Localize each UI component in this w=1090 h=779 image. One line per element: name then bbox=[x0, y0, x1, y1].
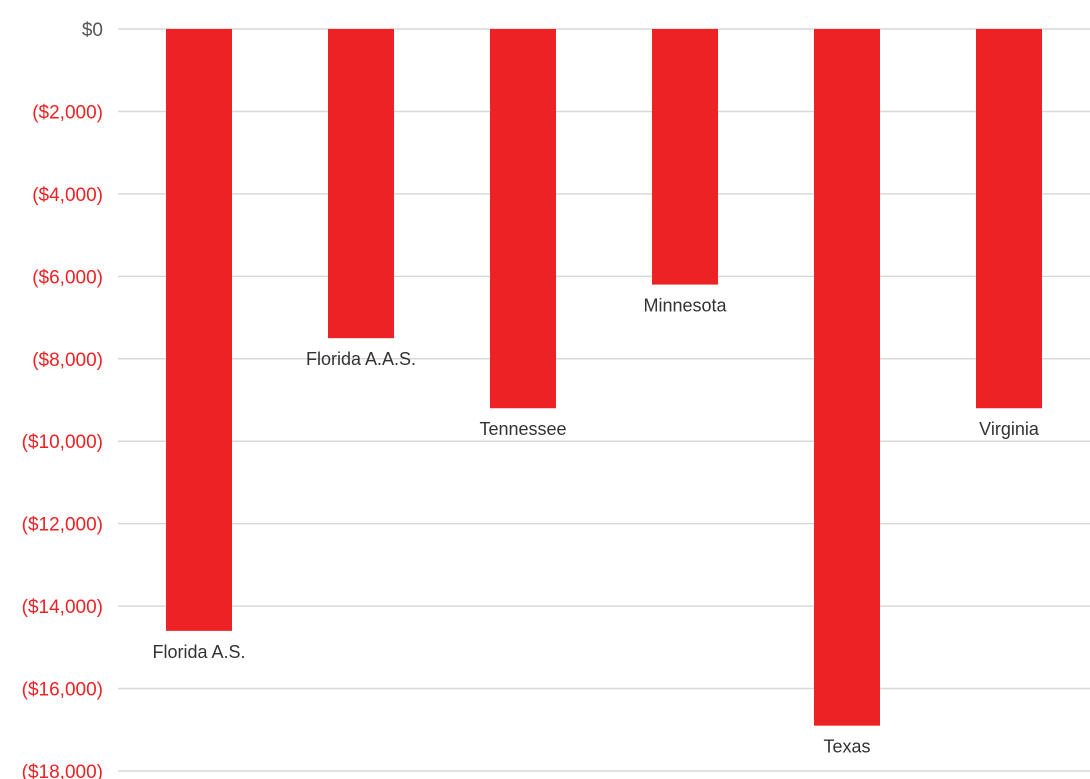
gridlines bbox=[118, 28, 1090, 772]
y-tick-label: ($12,000) bbox=[22, 515, 103, 536]
bar-category-label: Florida A.A.S. bbox=[306, 349, 416, 369]
y-tick-label: ($8,000) bbox=[32, 350, 103, 371]
bar bbox=[652, 29, 718, 285]
bar-category-label: Florida A.S. bbox=[152, 642, 245, 662]
y-tick-label: ($4,000) bbox=[32, 185, 103, 206]
y-axis-tick-labels: $0 ($2,000) ($4,000) ($6,000) ($8,000) ($10,0… bbox=[22, 20, 103, 779]
bar bbox=[328, 29, 394, 339]
bar-labels: Florida A.S. Florida A.A.S. Tennessee Minne… bbox=[152, 296, 1039, 757]
bar bbox=[490, 29, 556, 409]
y-tick-label: ($6,000) bbox=[32, 267, 103, 288]
y-tick-label: $0 bbox=[82, 20, 103, 41]
bar bbox=[814, 29, 880, 726]
y-tick-label: ($16,000) bbox=[22, 680, 103, 701]
bar-category-label: Virginia bbox=[979, 419, 1040, 439]
bars bbox=[166, 29, 1042, 726]
y-tick-label: ($18,000) bbox=[22, 762, 103, 779]
bar bbox=[976, 29, 1042, 409]
bar-category-label: Texas bbox=[823, 737, 870, 757]
y-tick-label: ($14,000) bbox=[22, 597, 103, 618]
bar-category-label: Minnesota bbox=[643, 296, 727, 316]
y-tick-label: ($10,000) bbox=[22, 432, 103, 453]
bar-category-label: Tennessee bbox=[479, 419, 566, 439]
bar bbox=[166, 29, 232, 631]
y-tick-label: ($2,000) bbox=[32, 102, 103, 123]
